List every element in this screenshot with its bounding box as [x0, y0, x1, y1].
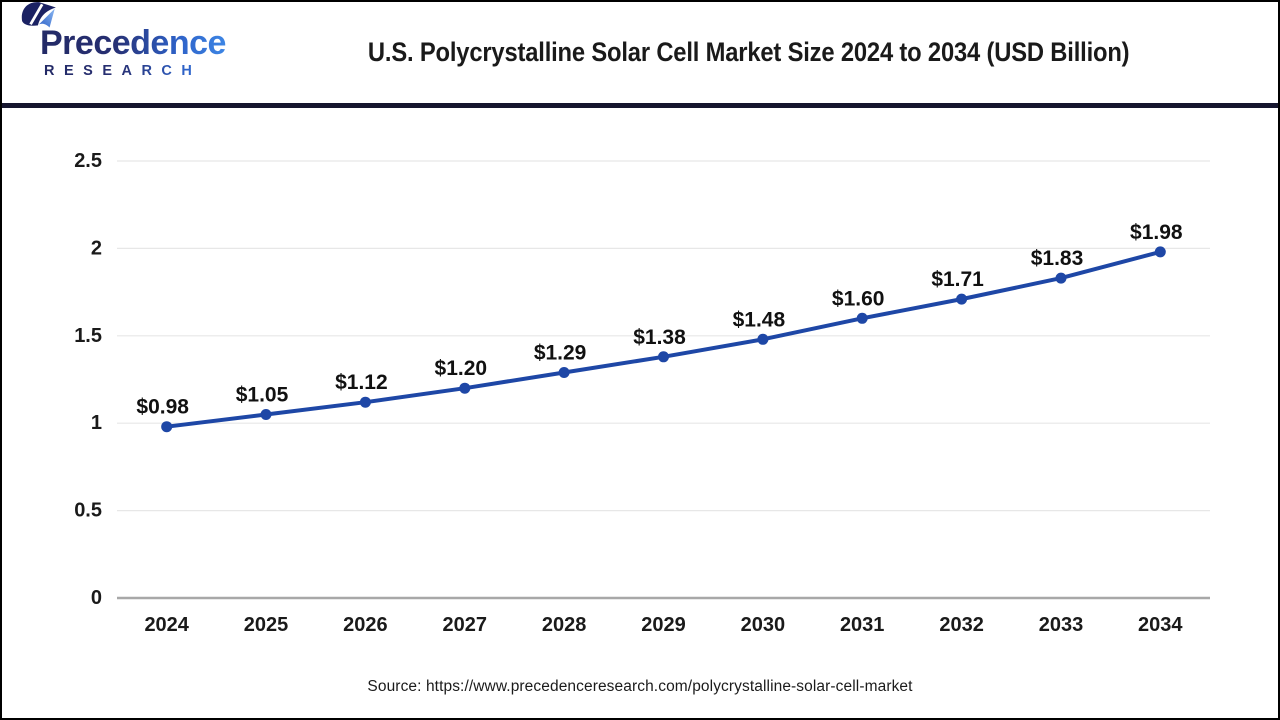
title-wrap: U.S. Polycrystalline Solar Cell Market S…	[232, 37, 1266, 68]
data-point[interactable]	[161, 421, 173, 433]
data-label: $1.71	[931, 268, 984, 291]
y-tick-label: 0	[91, 587, 102, 609]
x-tick-label: 2029	[641, 614, 686, 636]
x-tick-label: 2032	[939, 614, 984, 636]
x-tick-label: 2030	[741, 614, 786, 636]
source-bar: Source: https://www.precedenceresearch.c…	[2, 660, 1278, 713]
x-tick-label: 2028	[542, 614, 587, 636]
x-tick-label: 2026	[343, 614, 388, 636]
data-point[interactable]	[1055, 272, 1067, 284]
header: Precedence RESEARCH U.S. Polycrystalline…	[2, 2, 1278, 108]
data-point[interactable]	[558, 367, 570, 378]
x-tick-label: 2024	[144, 614, 189, 636]
data-label: $1.83	[1031, 247, 1084, 270]
x-tick-label: 2033	[1039, 614, 1084, 636]
data-point[interactable]	[658, 351, 669, 363]
data-label: $1.29	[534, 342, 587, 365]
y-tick-label: 1.5	[74, 325, 102, 347]
data-point[interactable]	[359, 396, 371, 408]
chart-region: 0 0.5 1 1.5 2 2.5 $0.98 $1.05 $1.12 $1.20 $1.29 $1.…	[2, 108, 1278, 660]
brand-subname: RESEARCH	[44, 63, 232, 79]
data-point[interactable]	[260, 409, 272, 420]
data-point[interactable]	[1154, 246, 1166, 258]
x-tick-label: 2034	[1138, 614, 1183, 636]
data-point[interactable]	[856, 312, 868, 324]
data-label: $1.20	[435, 357, 488, 380]
y-tick-label: 1	[91, 412, 102, 434]
data-label: $1.48	[733, 308, 786, 331]
x-tick-label: 2027	[443, 614, 488, 636]
data-point[interactable]	[956, 293, 968, 305]
x-tick-label: 2031	[840, 614, 885, 636]
x-tick-label: 2025	[244, 614, 289, 636]
data-point[interactable]	[459, 382, 471, 394]
data-label: $0.98	[136, 396, 189, 419]
data-label: $1.38	[633, 326, 686, 349]
page-title: U.S. Polycrystalline Solar Cell Market S…	[368, 37, 1130, 67]
brand-logo: Precedence RESEARCH	[2, 2, 232, 79]
y-tick-label: 2.5	[74, 150, 102, 172]
data-label: $1.12	[335, 371, 388, 394]
brand-name: Precedence	[40, 25, 232, 62]
y-tick-label: 0.5	[74, 500, 102, 522]
data-label: $1.05	[236, 384, 289, 407]
data-label: $1.98	[1130, 221, 1183, 244]
y-tick-label: 2	[91, 237, 102, 259]
precedence-sail-icon	[21, 2, 56, 28]
line-chart: 0 0.5 1 1.5 2 2.5 $0.98 $1.05 $1.12 $1.20 $1.29 $1.…	[74, 150, 1210, 636]
data-label: $1.60	[832, 287, 885, 310]
data-point[interactable]	[757, 333, 769, 345]
source-text: Source: https://www.precedenceresearch.c…	[367, 677, 913, 695]
